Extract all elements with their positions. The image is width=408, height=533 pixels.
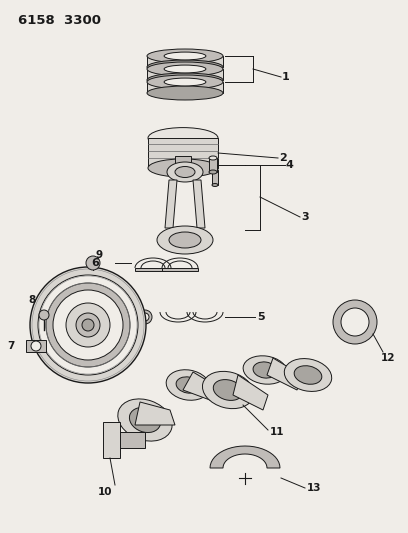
Text: 12: 12: [381, 353, 395, 363]
Ellipse shape: [209, 156, 217, 160]
Ellipse shape: [138, 310, 152, 324]
Text: 2: 2: [279, 153, 287, 163]
Ellipse shape: [166, 370, 210, 400]
Ellipse shape: [175, 166, 195, 177]
Ellipse shape: [212, 168, 218, 172]
Bar: [147, 82, 223, 93]
Text: 3: 3: [301, 212, 308, 222]
Ellipse shape: [294, 366, 322, 384]
Text: 4: 4: [286, 160, 294, 170]
Polygon shape: [103, 422, 120, 458]
Ellipse shape: [147, 73, 223, 87]
Ellipse shape: [213, 379, 243, 400]
Ellipse shape: [82, 319, 94, 331]
Ellipse shape: [164, 78, 206, 86]
Polygon shape: [233, 375, 268, 410]
Ellipse shape: [30, 267, 146, 383]
Bar: [209, 158, 217, 172]
Bar: [147, 56, 223, 67]
Ellipse shape: [147, 62, 223, 76]
Polygon shape: [135, 402, 175, 425]
Ellipse shape: [141, 313, 149, 321]
Bar: [147, 69, 223, 80]
Ellipse shape: [157, 226, 213, 254]
Ellipse shape: [129, 407, 161, 433]
Ellipse shape: [284, 359, 332, 391]
Text: 1: 1: [282, 72, 290, 82]
Text: 9: 9: [96, 250, 103, 260]
Ellipse shape: [39, 310, 49, 320]
Bar: [26, 340, 46, 352]
Ellipse shape: [212, 183, 218, 187]
Polygon shape: [183, 372, 223, 403]
Polygon shape: [267, 358, 303, 390]
Ellipse shape: [164, 65, 206, 73]
Ellipse shape: [333, 300, 377, 344]
Text: 8: 8: [29, 295, 36, 305]
Ellipse shape: [38, 275, 138, 375]
Ellipse shape: [167, 162, 203, 182]
Ellipse shape: [164, 52, 206, 60]
Ellipse shape: [147, 60, 223, 74]
Bar: [110, 432, 145, 448]
Text: 6158  3300: 6158 3300: [18, 14, 101, 27]
Ellipse shape: [148, 127, 218, 148]
Bar: [148, 138, 218, 168]
Ellipse shape: [66, 303, 110, 347]
Text: 5: 5: [257, 312, 265, 322]
Ellipse shape: [86, 256, 100, 270]
Text: 6: 6: [91, 258, 99, 268]
Polygon shape: [210, 446, 280, 468]
Ellipse shape: [46, 283, 130, 367]
Ellipse shape: [147, 75, 223, 89]
Polygon shape: [193, 180, 205, 228]
Ellipse shape: [243, 356, 287, 384]
Polygon shape: [135, 268, 165, 271]
Polygon shape: [162, 268, 198, 271]
Text: 10: 10: [98, 487, 112, 497]
Ellipse shape: [118, 399, 172, 441]
Ellipse shape: [148, 159, 218, 177]
Ellipse shape: [53, 290, 123, 360]
Ellipse shape: [253, 362, 277, 378]
Bar: [212, 170, 218, 185]
Bar: [175, 156, 191, 164]
Ellipse shape: [341, 308, 369, 336]
Ellipse shape: [31, 341, 41, 351]
Ellipse shape: [209, 170, 217, 174]
Polygon shape: [165, 180, 177, 228]
Text: 11: 11: [270, 427, 284, 437]
Ellipse shape: [176, 377, 200, 393]
Ellipse shape: [147, 49, 223, 63]
Ellipse shape: [169, 232, 201, 248]
Ellipse shape: [76, 313, 100, 337]
Ellipse shape: [147, 86, 223, 100]
Text: 13: 13: [307, 483, 322, 493]
Text: 7: 7: [7, 341, 15, 351]
Ellipse shape: [202, 372, 253, 409]
